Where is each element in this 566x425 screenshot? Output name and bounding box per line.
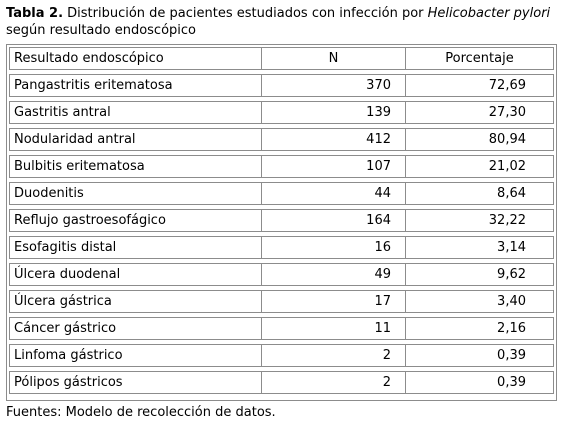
cell-resultado: Úlcera gástrica (9, 290, 262, 313)
cell-n: 11 (262, 317, 406, 340)
cell-n: 412 (262, 128, 406, 151)
cell-resultado: Pangastritis eritematosa (9, 74, 262, 97)
cell-n: 2 (262, 371, 406, 394)
cell-resultado: Esofagitis distal (9, 236, 262, 259)
table-row: Pólipos gástricos 2 0,39 (9, 371, 554, 394)
table-row: Gastritis antral 139 27,30 (9, 101, 554, 124)
caption-organism: Helicobacter pylori (428, 6, 551, 21)
table-row: Bulbitis eritematosa 107 21,02 (9, 155, 554, 178)
header-resultado: Resultado endoscópico (9, 47, 262, 70)
table-row: Esofagitis distal 16 3,14 (9, 236, 554, 259)
table-row: Duodenitis 44 8,64 (9, 182, 554, 205)
cell-n: 49 (262, 263, 406, 286)
cell-porcentaje: 21,02 (406, 155, 554, 178)
caption-text-continued: según resultado endoscópico (6, 23, 196, 38)
cell-n: 2 (262, 344, 406, 367)
cell-n: 16 (262, 236, 406, 259)
table-row: Cáncer gástrico 11 2,16 (9, 317, 554, 340)
cell-porcentaje: 0,39 (406, 371, 554, 394)
cell-n: 44 (262, 182, 406, 205)
table-row: Pangastritis eritematosa 370 72,69 (9, 74, 554, 97)
cell-n: 107 (262, 155, 406, 178)
header-n: N (262, 47, 406, 70)
cell-resultado: Bulbitis eritematosa (9, 155, 262, 178)
table-caption: Tabla 2. Distribución de pacientes estud… (6, 5, 562, 39)
table-row: Nodularidad antral 412 80,94 (9, 128, 554, 151)
table-header-row: Resultado endoscópico N Porcentaje (9, 47, 554, 70)
cell-n: 370 (262, 74, 406, 97)
caption-label: Tabla 2. (6, 6, 63, 21)
cell-porcentaje: 2,16 (406, 317, 554, 340)
cell-porcentaje: 72,69 (406, 74, 554, 97)
cell-resultado: Nodularidad antral (9, 128, 262, 151)
cell-resultado: Pólipos gástricos (9, 371, 262, 394)
cell-n: 139 (262, 101, 406, 124)
cell-porcentaje: 32,22 (406, 209, 554, 232)
header-porcentaje: Porcentaje (406, 47, 554, 70)
cell-porcentaje: 9,62 (406, 263, 554, 286)
cell-resultado: Úlcera duodenal (9, 263, 262, 286)
table-row: Úlcera duodenal 49 9,62 (9, 263, 554, 286)
results-table: Resultado endoscópico N Porcentaje Panga… (9, 43, 554, 398)
cell-resultado: Gastritis antral (9, 101, 262, 124)
cell-resultado: Cáncer gástrico (9, 317, 262, 340)
cell-n: 164 (262, 209, 406, 232)
cell-resultado: Reflujo gastroesofágico (9, 209, 262, 232)
cell-porcentaje: 3,40 (406, 290, 554, 313)
cell-n: 17 (262, 290, 406, 313)
table-row: Úlcera gástrica 17 3,40 (9, 290, 554, 313)
caption-text: Distribución de pacientes estudiados con… (63, 6, 428, 21)
table-row: Linfoma gástrico 2 0,39 (9, 344, 554, 367)
cell-resultado: Duodenitis (9, 182, 262, 205)
table-row: Reflujo gastroesofágico 164 32,22 (9, 209, 554, 232)
cell-porcentaje: 80,94 (406, 128, 554, 151)
cell-porcentaje: 3,14 (406, 236, 554, 259)
cell-porcentaje: 8,64 (406, 182, 554, 205)
cell-porcentaje: 27,30 (406, 101, 554, 124)
table-source-note: Fuentes: Modelo de recolección de datos. (6, 405, 276, 420)
cell-porcentaje: 0,39 (406, 344, 554, 367)
cell-resultado: Linfoma gástrico (9, 344, 262, 367)
